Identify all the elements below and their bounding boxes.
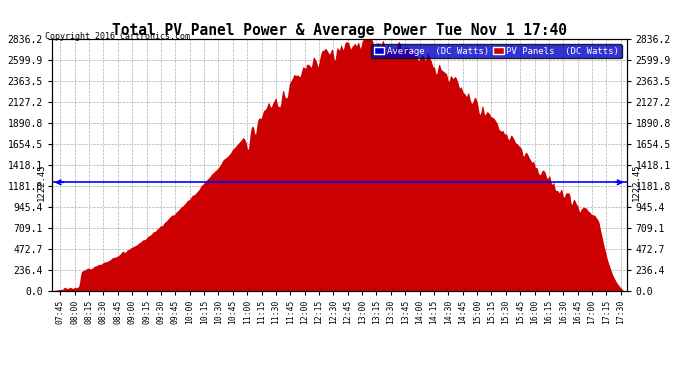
Title: Total PV Panel Power & Average Power Tue Nov 1 17:40: Total PV Panel Power & Average Power Tue… bbox=[112, 23, 566, 38]
Text: 1222.45: 1222.45 bbox=[37, 164, 46, 201]
Legend: Average  (DC Watts), PV Panels  (DC Watts): Average (DC Watts), PV Panels (DC Watts) bbox=[371, 44, 622, 58]
Text: 1222.45: 1222.45 bbox=[632, 164, 641, 201]
Text: Copyright 2016 Cartronics.com: Copyright 2016 Cartronics.com bbox=[45, 32, 190, 41]
